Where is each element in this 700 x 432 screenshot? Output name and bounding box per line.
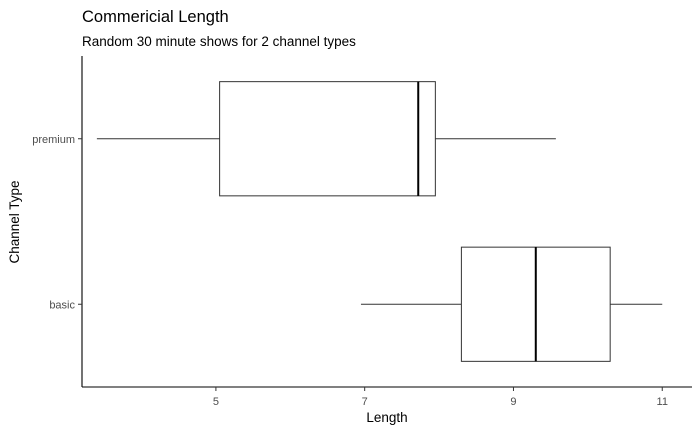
box-group-premium: [96, 81, 556, 197]
y-ticks-layer: premium basic: [32, 134, 82, 311]
box-premium: [219, 81, 436, 197]
x-tick-label-11: 11: [657, 396, 668, 408]
x-tick-label-7: 7: [362, 396, 368, 408]
boxes-layer: [96, 81, 663, 362]
y-tick-label-premium: premium: [32, 134, 75, 146]
x-ticks-layer: 5 7 9 11: [213, 387, 668, 408]
x-axis-title: Length: [366, 410, 407, 425]
chart-title: Commericial Length: [82, 8, 229, 26]
x-tick-label-5: 5: [213, 396, 219, 408]
y-tick-label-basic: basic: [49, 299, 75, 311]
chart-subtitle: Random 30 minute shows for 2 channel typ…: [82, 34, 356, 49]
y-axis-title: Channel Type: [7, 180, 22, 263]
x-tick-label-9: 9: [510, 396, 516, 408]
box-group-basic: [360, 246, 663, 362]
